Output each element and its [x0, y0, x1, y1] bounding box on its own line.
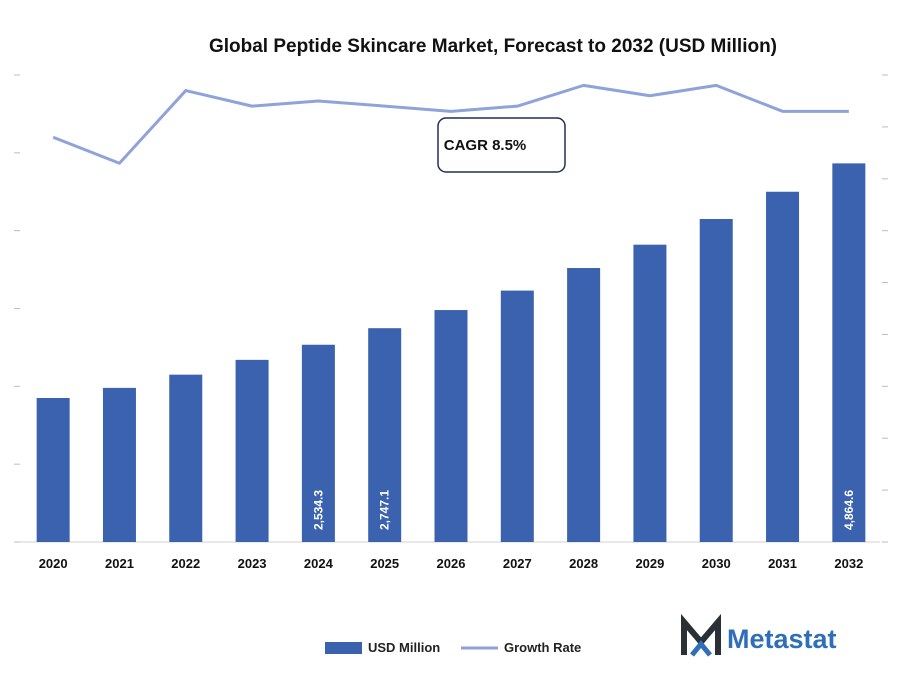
x-tick-label-2031: 2031: [768, 556, 797, 571]
x-tick-label-2021: 2021: [105, 556, 134, 571]
right-axis: [882, 74, 888, 543]
bar-2030: [699, 218, 733, 542]
x-tick-label-2025: 2025: [370, 556, 399, 571]
x-tick-label-2028: 2028: [569, 556, 598, 571]
bar-2020: [36, 398, 70, 542]
cagr-annotation-box: [437, 117, 566, 173]
chart-title: Global Peptide Skincare Market, Forecast…: [209, 36, 777, 57]
bar-series: [36, 163, 866, 543]
x-tick-label-2020: 2020: [39, 556, 68, 571]
brand-logo: Metastat: [681, 613, 837, 657]
data-label-2025: 2,747.1: [378, 490, 392, 530]
legend: USD Million Growth Rate: [325, 640, 581, 655]
x-tick-label-2023: 2023: [238, 556, 267, 571]
legend-swatch-usd-million: [325, 642, 362, 654]
bar-2025: [368, 328, 402, 542]
x-tick-label-2032: 2032: [834, 556, 863, 571]
x-tick-label-2027: 2027: [503, 556, 532, 571]
data-label-2032: 4,864.6: [842, 490, 856, 530]
bar-2031: [766, 191, 800, 542]
x-tick-label-2030: 2030: [702, 556, 731, 571]
x-tick-label-2026: 2026: [437, 556, 466, 571]
growth-rate-series: [52, 83, 849, 165]
data-labels: 2,534.3 2,747.1 4,864.6: [311, 490, 855, 530]
brand-name: Metastat: [727, 624, 837, 654]
metastat-logo-icon: [681, 613, 721, 657]
bar-2021: [102, 387, 136, 542]
cagr-annotation: CAGR 8.5%: [437, 117, 566, 173]
x-tick-label-2024: 2024: [304, 556, 334, 571]
x-tick-labels: 2020 2021 2022 2023 2024 2025 2026 2027 2028 2029…: [39, 556, 864, 571]
legend-label-growth-rate: Growth Rate: [504, 640, 581, 655]
growth-rate-line: [52, 83, 849, 165]
bar-2027: [500, 290, 534, 542]
x-tick-label-2022: 2022: [171, 556, 200, 571]
data-label-2024: 2,534.3: [311, 490, 325, 530]
bar-2032: [832, 163, 866, 543]
bar-2029: [633, 244, 667, 542]
cagr-annotation-text: CAGR 8.5%: [444, 137, 527, 154]
legend-label-usd-million: USD Million: [368, 640, 440, 655]
left-axis: [14, 74, 20, 543]
bar-2026: [434, 310, 468, 542]
bar-2028: [567, 268, 601, 542]
bar-2023: [235, 359, 269, 542]
bar-2022: [169, 374, 203, 542]
bar-2024: [301, 344, 335, 542]
x-tick-label-2029: 2029: [635, 556, 664, 571]
